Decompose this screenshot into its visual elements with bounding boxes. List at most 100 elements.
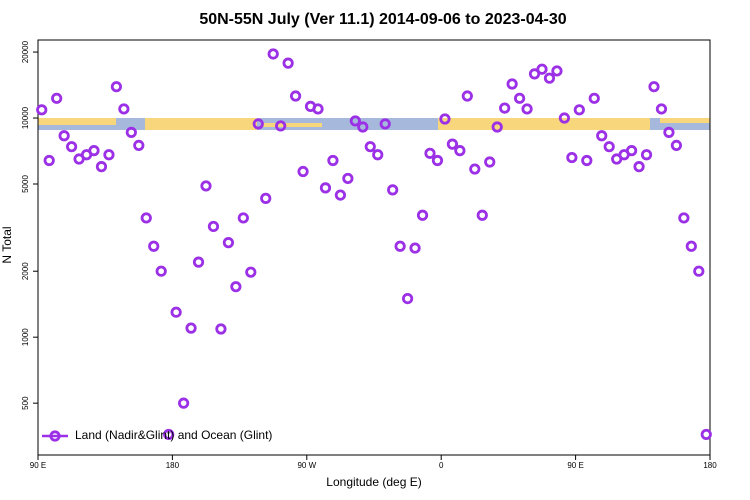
data-point <box>133 139 145 152</box>
data-point <box>387 184 399 196</box>
data-point <box>260 192 272 204</box>
data-point <box>513 92 526 104</box>
data-point <box>334 189 346 201</box>
x-tick-label: 180 <box>166 461 180 470</box>
data-point <box>88 145 100 157</box>
data-point <box>409 242 421 254</box>
data-point <box>506 78 518 90</box>
x-tick-label: 180 <box>703 461 717 470</box>
data-point <box>148 240 160 252</box>
legend-label: Land (Nadir&Glint) and Ocean (Glint) <box>75 428 272 442</box>
data-point <box>289 90 302 102</box>
y-axis-label: N Total <box>0 226 14 263</box>
data-point <box>297 165 309 178</box>
data-point <box>678 212 690 224</box>
data-point <box>118 103 130 115</box>
data-point <box>230 281 242 293</box>
data-point <box>245 266 257 278</box>
data-point <box>319 182 332 194</box>
data-point <box>364 141 376 153</box>
legend-marker <box>49 430 61 442</box>
data-point <box>454 145 466 157</box>
data-point <box>640 149 653 161</box>
chart-title: 50N-55N July (Ver 11.1) 2014-09-06 to 20… <box>199 11 566 28</box>
data-point <box>342 172 354 185</box>
data-point <box>536 63 548 75</box>
data-point <box>125 126 137 138</box>
y-tick-label: 500 <box>21 396 30 410</box>
data-point <box>469 163 481 175</box>
data-point <box>476 209 488 221</box>
data-point <box>282 57 294 69</box>
data-point <box>312 103 324 115</box>
data-point <box>95 161 108 173</box>
data-point <box>379 118 391 130</box>
data-point <box>372 149 384 161</box>
data-point <box>416 209 429 221</box>
x-axis-label: Longitude (deg E) <box>326 475 421 489</box>
data-point <box>625 145 638 157</box>
data-point <box>163 428 175 441</box>
data-point <box>43 154 55 167</box>
x-tick-label: 90 W <box>297 461 316 470</box>
data-point <box>327 154 339 167</box>
data-point <box>401 292 414 305</box>
data-point <box>170 306 182 318</box>
data-point <box>655 103 668 115</box>
data-point <box>58 130 70 142</box>
data-point <box>439 113 451 125</box>
y-tick-label: 10000 <box>21 106 30 129</box>
data-point <box>431 154 444 167</box>
data-point <box>581 154 593 167</box>
data-point <box>596 130 608 142</box>
data-point <box>110 81 123 93</box>
data-point <box>543 72 556 84</box>
data-point <box>491 121 503 133</box>
data-point <box>588 92 600 104</box>
data-point <box>185 322 197 334</box>
data-point <box>349 115 361 127</box>
data-point <box>394 240 406 252</box>
data-point <box>558 112 571 124</box>
data-point <box>207 220 220 233</box>
data-point <box>155 265 167 277</box>
data-point <box>424 147 436 159</box>
data-point <box>663 126 675 138</box>
data-point <box>140 212 152 224</box>
data-point <box>566 151 578 164</box>
data-point <box>192 256 205 268</box>
y-tick-label: 2000 <box>21 262 30 280</box>
data-point <box>648 81 660 93</box>
data-point <box>484 156 496 168</box>
data-point <box>521 103 533 115</box>
data-point <box>700 428 712 441</box>
data-point <box>215 323 227 335</box>
data-point <box>633 161 645 173</box>
data-point <box>670 139 683 152</box>
data-point <box>178 397 190 409</box>
map-strip <box>38 118 710 130</box>
x-tick-label: 90 E <box>567 461 583 470</box>
data-point <box>551 65 563 77</box>
y-tick-label: 5000 <box>21 175 30 193</box>
data-point <box>528 68 541 80</box>
data-point <box>357 121 369 133</box>
data-point <box>446 138 458 150</box>
data-point <box>222 237 234 249</box>
data-point <box>275 120 287 132</box>
data-point <box>252 118 264 130</box>
data-point <box>51 92 63 104</box>
data-point <box>499 102 511 114</box>
y-tick-label: 20000 <box>21 40 30 63</box>
x-tick-label: 90 E <box>30 461 46 470</box>
x-tick-label: 0 <box>439 461 444 470</box>
data-point <box>573 104 585 116</box>
data-point <box>267 48 279 60</box>
data-point <box>693 265 705 277</box>
data-point <box>36 104 48 116</box>
data-point <box>461 90 473 102</box>
data-point <box>66 141 78 153</box>
data-point <box>200 180 212 192</box>
y-tick-label: 1000 <box>21 328 30 346</box>
